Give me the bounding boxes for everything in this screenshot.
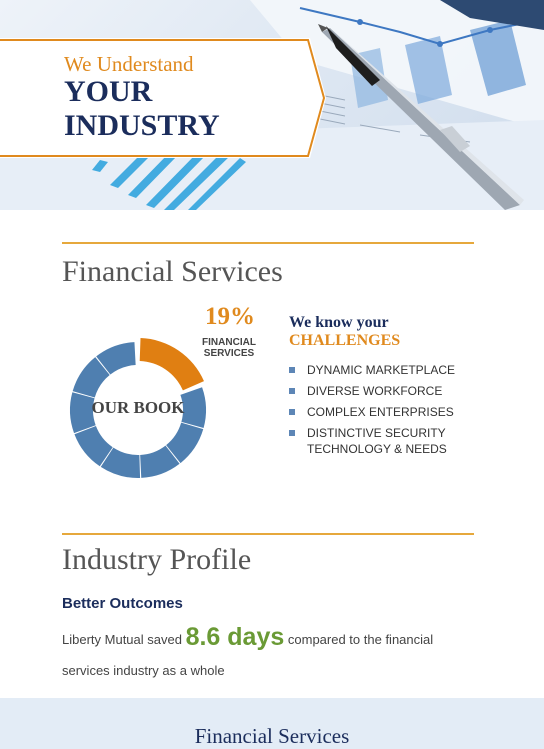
book-donut-chart <box>70 338 206 478</box>
pen-image <box>318 24 524 210</box>
savings-text-line2: services industry as a whole <box>62 663 225 678</box>
square-bullet-icon <box>289 388 295 394</box>
hero-kicker: We Understand <box>64 52 194 76</box>
hero-title-card <box>0 38 326 158</box>
donut-slice-rest <box>100 447 141 478</box>
square-bullet-icon <box>289 430 295 436</box>
challenge-item: COMPLEX ENTERPRISES <box>289 404 489 420</box>
challenges-title-line1: We know your <box>289 314 389 331</box>
square-bullet-icon <box>289 367 295 373</box>
savings-highlight: 8.6 days <box>185 623 285 651</box>
footer-band-title: Financial Services <box>194 724 350 748</box>
book-label: OUR BOOK <box>91 398 185 417</box>
hero-headline: YOUR INDUSTRY <box>64 75 220 142</box>
donut-slice-rest <box>74 426 113 467</box>
section-title-industry-profile: Industry Profile <box>62 543 252 576</box>
donut-slice-rest <box>166 422 204 464</box>
share-percent: 19% <box>205 303 255 330</box>
donut-slice-rest <box>180 387 206 429</box>
challenge-item: DYNAMIC MARKETPLACE <box>289 362 489 378</box>
donut-slice-rest <box>140 445 180 478</box>
challenges-title-line2: CHALLENGES <box>289 332 401 349</box>
donut-slice-rest <box>70 392 96 434</box>
challenge-item: DIVERSE WORKFORCE <box>289 383 489 399</box>
share-label: FINANCIAL SERVICES <box>202 337 256 359</box>
hero-banner: We Understand YOUR INDUSTRY <box>0 0 544 210</box>
savings-statement: Liberty Mutual saved 8.6 days compared t… <box>62 622 492 655</box>
section-divider <box>62 533 474 535</box>
footer-band <box>0 698 544 749</box>
challenge-item: DISTINCTIVE SECURITY TECHNOLOGY & NEEDS <box>289 425 489 457</box>
savings-text-before: Liberty Mutual saved <box>62 632 182 647</box>
donut-slice-financial-services <box>139 338 204 391</box>
section-title-financial-services: Financial Services <box>62 255 283 288</box>
section-divider <box>62 242 474 244</box>
challenges-list: DYNAMIC MARKETPLACE DIVERSE WORKFORCE CO… <box>289 362 489 462</box>
square-bullet-icon <box>289 409 295 415</box>
donut-slice-rest <box>72 357 110 398</box>
donut-slice-rest <box>96 342 136 375</box>
better-outcomes-heading: Better Outcomes <box>62 595 183 612</box>
savings-text-after: compared to the financial <box>287 632 434 647</box>
